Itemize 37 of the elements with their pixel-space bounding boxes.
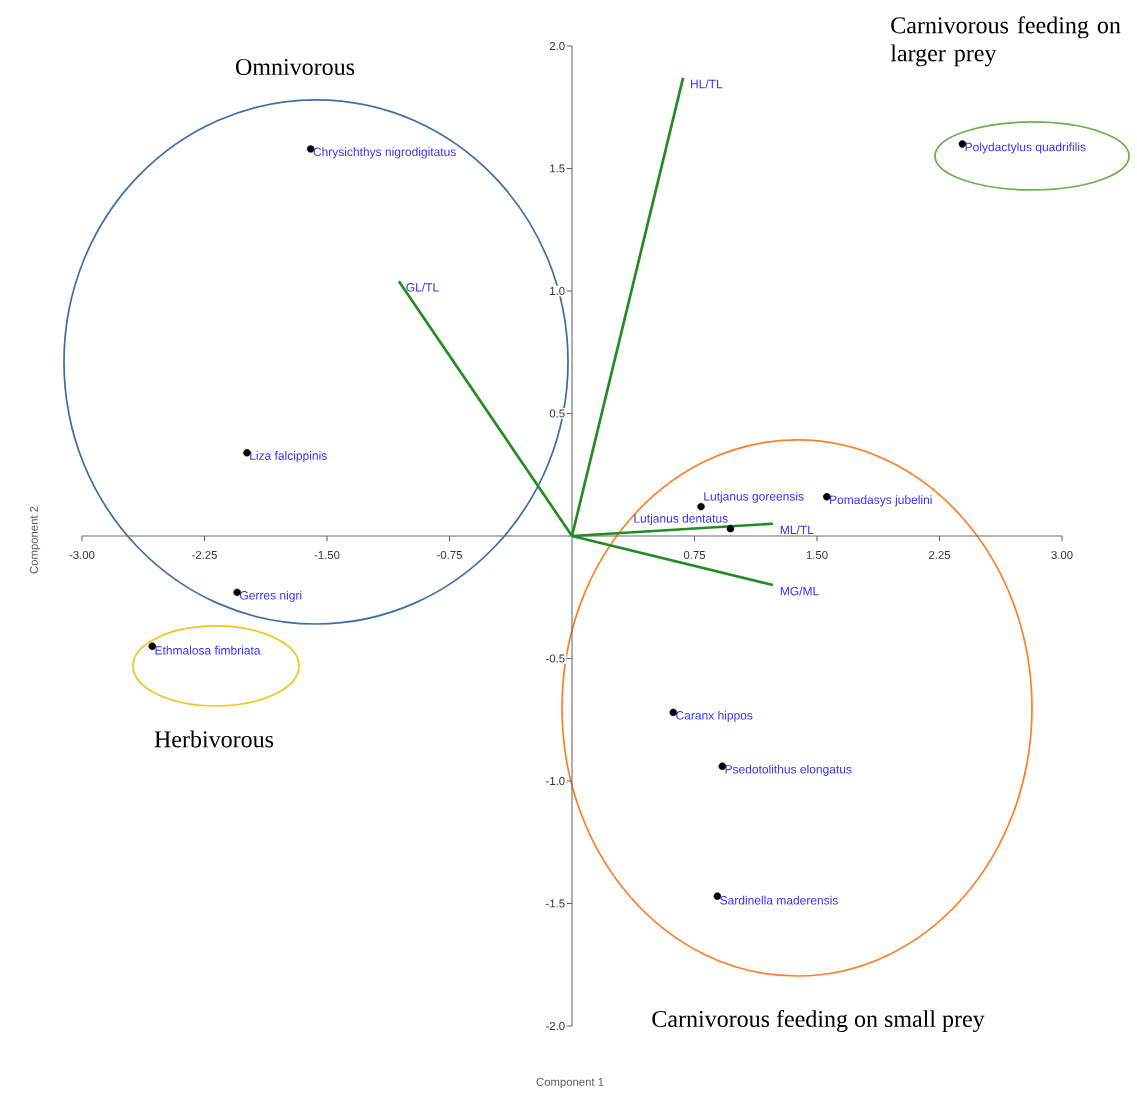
annotation: Liza falcippinis: [250, 451, 327, 463]
y-tick-label: -2.0: [546, 1022, 565, 1030]
y-tick-label: 1.5: [550, 164, 565, 173]
annotation: Caranx hippos: [676, 710, 753, 722]
annotation: Polydactylus quadrifilis: [965, 142, 1086, 154]
y-axis-title: Component 2: [29, 506, 41, 574]
y-tick-label: -1.5: [546, 899, 565, 908]
annotation: Herbivorous: [154, 730, 274, 748]
annotation: Lutjanus goreensis: [704, 491, 804, 503]
y-tick-label: 2.0: [549, 41, 565, 50]
series-label: GL/TL: [406, 282, 439, 292]
annotation: Ethmalosa fimbriata: [155, 645, 261, 655]
x-tick-label: 3.00: [1051, 550, 1073, 559]
annotation: Lutjanus dentatus: [634, 513, 728, 526]
annotation: Pomadasys jubelini: [830, 495, 932, 507]
annotation: Carnivorous feeding on larger prey: [890, 16, 1121, 67]
x-tick-label: -0.75: [437, 550, 462, 559]
series-label: ML/TL: [780, 525, 814, 535]
x-tick-label: 1.50: [806, 550, 828, 559]
y-tick-label: 1.0: [550, 286, 565, 295]
x-tick-label: 0.75: [683, 550, 706, 559]
x-tick-label: 2.25: [929, 550, 951, 559]
x-tick-label: -2.25: [192, 550, 217, 559]
y-tick-label: 0.5: [549, 409, 565, 418]
series-label: HL/TL: [690, 79, 723, 89]
x-tick-label: -1.50: [314, 550, 340, 559]
annotation: Sardinella maderensis: [720, 895, 838, 905]
x-axis-title: Component 1: [536, 1077, 604, 1089]
y-tick-label: -0.5: [546, 654, 565, 663]
annotation: Gerres nigri: [240, 590, 302, 602]
annotation: Omnivorous: [235, 58, 355, 76]
annotation: Chrysichthys nigrodigitatus: [313, 147, 456, 159]
series-label: MG/ML: [780, 586, 819, 596]
annotation: Carnivorous feeding on small prey: [652, 1009, 985, 1033]
y-tick-label: -1.0: [546, 776, 565, 785]
annotation: Psedotolithus elongatus: [725, 764, 852, 776]
x-tick-label: -3.00: [69, 550, 95, 559]
